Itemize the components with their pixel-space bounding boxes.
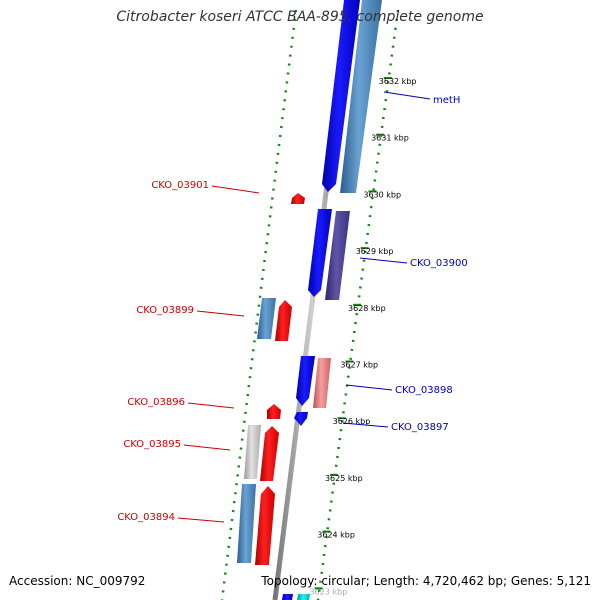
inner-dotted-ring (220, 9, 298, 600)
gene-CKO_03900 (325, 211, 350, 300)
tick-label: 3623 kbp (310, 587, 348, 596)
gene-CKO_03894-a (237, 484, 256, 563)
forward-strand-genes (282, 0, 382, 600)
gene-forward-blue (322, 0, 360, 192)
tick-label: 3624 kbp (317, 531, 355, 540)
map-title: Citrobacter koseri ATCC BAA-895, complet… (116, 9, 484, 25)
gene-label-CKO_03900: CKO_03900 (410, 258, 468, 269)
gene-forward-blue (308, 209, 332, 297)
tick-label: 3631 kbp (371, 134, 409, 143)
gene-CKO_03895-a (244, 425, 261, 479)
right-gene-callouts: metH CKO_03900 CKO_03898 CKO_03897 (342, 91, 468, 433)
gene-label-CKO_03901: CKO_03901 (151, 180, 209, 191)
gene-label-CKO_03899: CKO_03899 (136, 305, 194, 316)
gene-metH (340, 0, 382, 193)
gene-CKO_03898 (313, 358, 331, 408)
gene-label-CKO_03895: CKO_03895 (123, 439, 181, 450)
tick-label: 3627 kbp (340, 361, 378, 370)
gene-label-metH: metH (433, 95, 460, 106)
gene-CKO_03899-b (275, 300, 292, 341)
gene-CKO_03894-b (255, 486, 275, 565)
left-gene-callouts: CKO_03901 CKO_03899 CKO_03896 CKO_03895 … (117, 180, 260, 523)
tick-marks: 3632 kbp 3631 kbp 3630 kbp 3629 kbp 3628 kbp… (310, 77, 417, 596)
gene-label-CKO_03898: CKO_03898 (395, 385, 453, 396)
gene-forward-blue (282, 594, 293, 600)
gene-forward-blue (296, 356, 315, 406)
gene-label-CKO_03896: CKO_03896 (127, 397, 185, 408)
tick-label: 3628 kbp (348, 304, 386, 313)
gene-CKO_03897 (294, 412, 308, 426)
gene-CKO_03895-b (260, 426, 279, 481)
accession-text: Accession: NC_009792 (9, 574, 146, 588)
tick-label: 3632 kbp (379, 77, 417, 86)
gene-label-CKO_03897: CKO_03897 (391, 422, 449, 433)
gene-CKO_03901 (291, 193, 305, 204)
tick-label: 3626 kbp (333, 417, 371, 426)
gene-forward-cyan (297, 594, 310, 600)
gene-CKO_03896 (267, 404, 281, 419)
tick-label: 3625 kbp (325, 474, 363, 483)
genome-stats-text: Topology: circular; Length: 4,720,462 bp… (261, 574, 591, 588)
gene-label-CKO_03894: CKO_03894 (117, 512, 175, 523)
tick-label: 3630 kbp (363, 190, 401, 199)
tick-label: 3629 kbp (356, 247, 394, 256)
reverse-strand-genes (237, 193, 305, 565)
gene-CKO_03899-a (257, 298, 276, 339)
